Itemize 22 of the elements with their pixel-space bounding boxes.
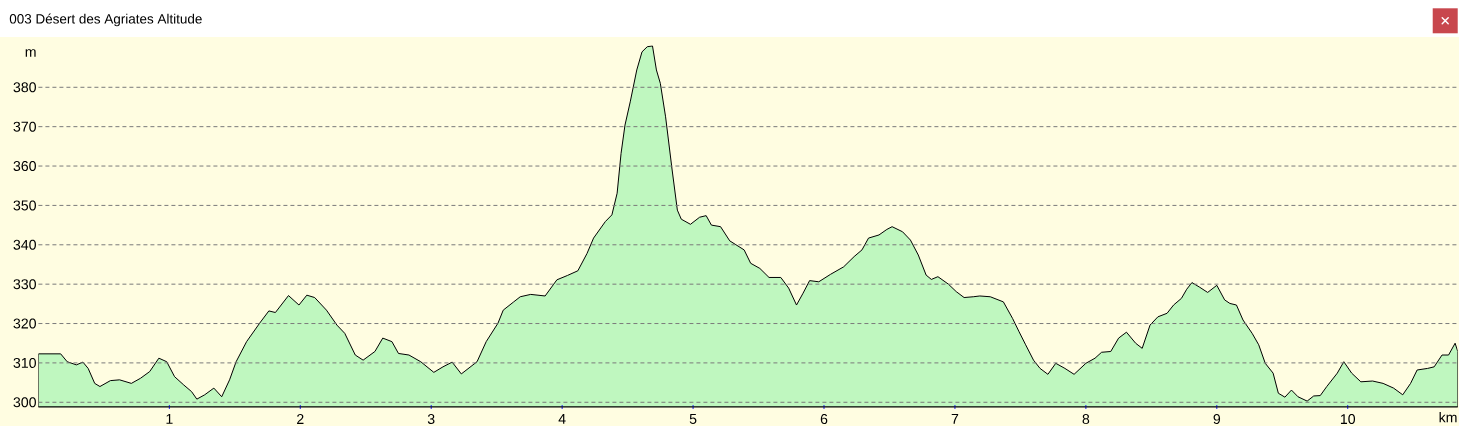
- y-tick-label: 320: [13, 318, 36, 329]
- y-tick-label: 350: [13, 200, 36, 211]
- y-tick-label: 370: [13, 121, 36, 132]
- chart-title: 003 Désert des Agriates Altitude: [9, 13, 202, 27]
- y-tick-label: 300: [13, 397, 36, 408]
- x-tick-label: 6: [820, 414, 828, 425]
- y-tick-label: 310: [13, 357, 36, 368]
- x-tick-label: 10: [1340, 414, 1356, 425]
- x-tick-label: 8: [1082, 414, 1090, 425]
- x-tick-label: 1: [166, 414, 173, 424]
- y-tick-label: 330: [13, 279, 36, 290]
- x-tick-label: 5: [689, 414, 697, 424]
- x-tick-label: 9: [1213, 414, 1221, 425]
- y-axis-title: m: [25, 49, 36, 57]
- y-tick-label: 380: [13, 82, 36, 93]
- x-tick-label: 7: [951, 414, 959, 424]
- x-tick-label: 2: [297, 414, 304, 424]
- y-tick-label: 360: [13, 161, 36, 172]
- x-axis-title: km: [1439, 412, 1457, 423]
- y-tick-label: 340: [13, 239, 36, 250]
- x-tick-label: 4: [558, 414, 566, 424]
- x-tick-label: 3: [427, 414, 435, 425]
